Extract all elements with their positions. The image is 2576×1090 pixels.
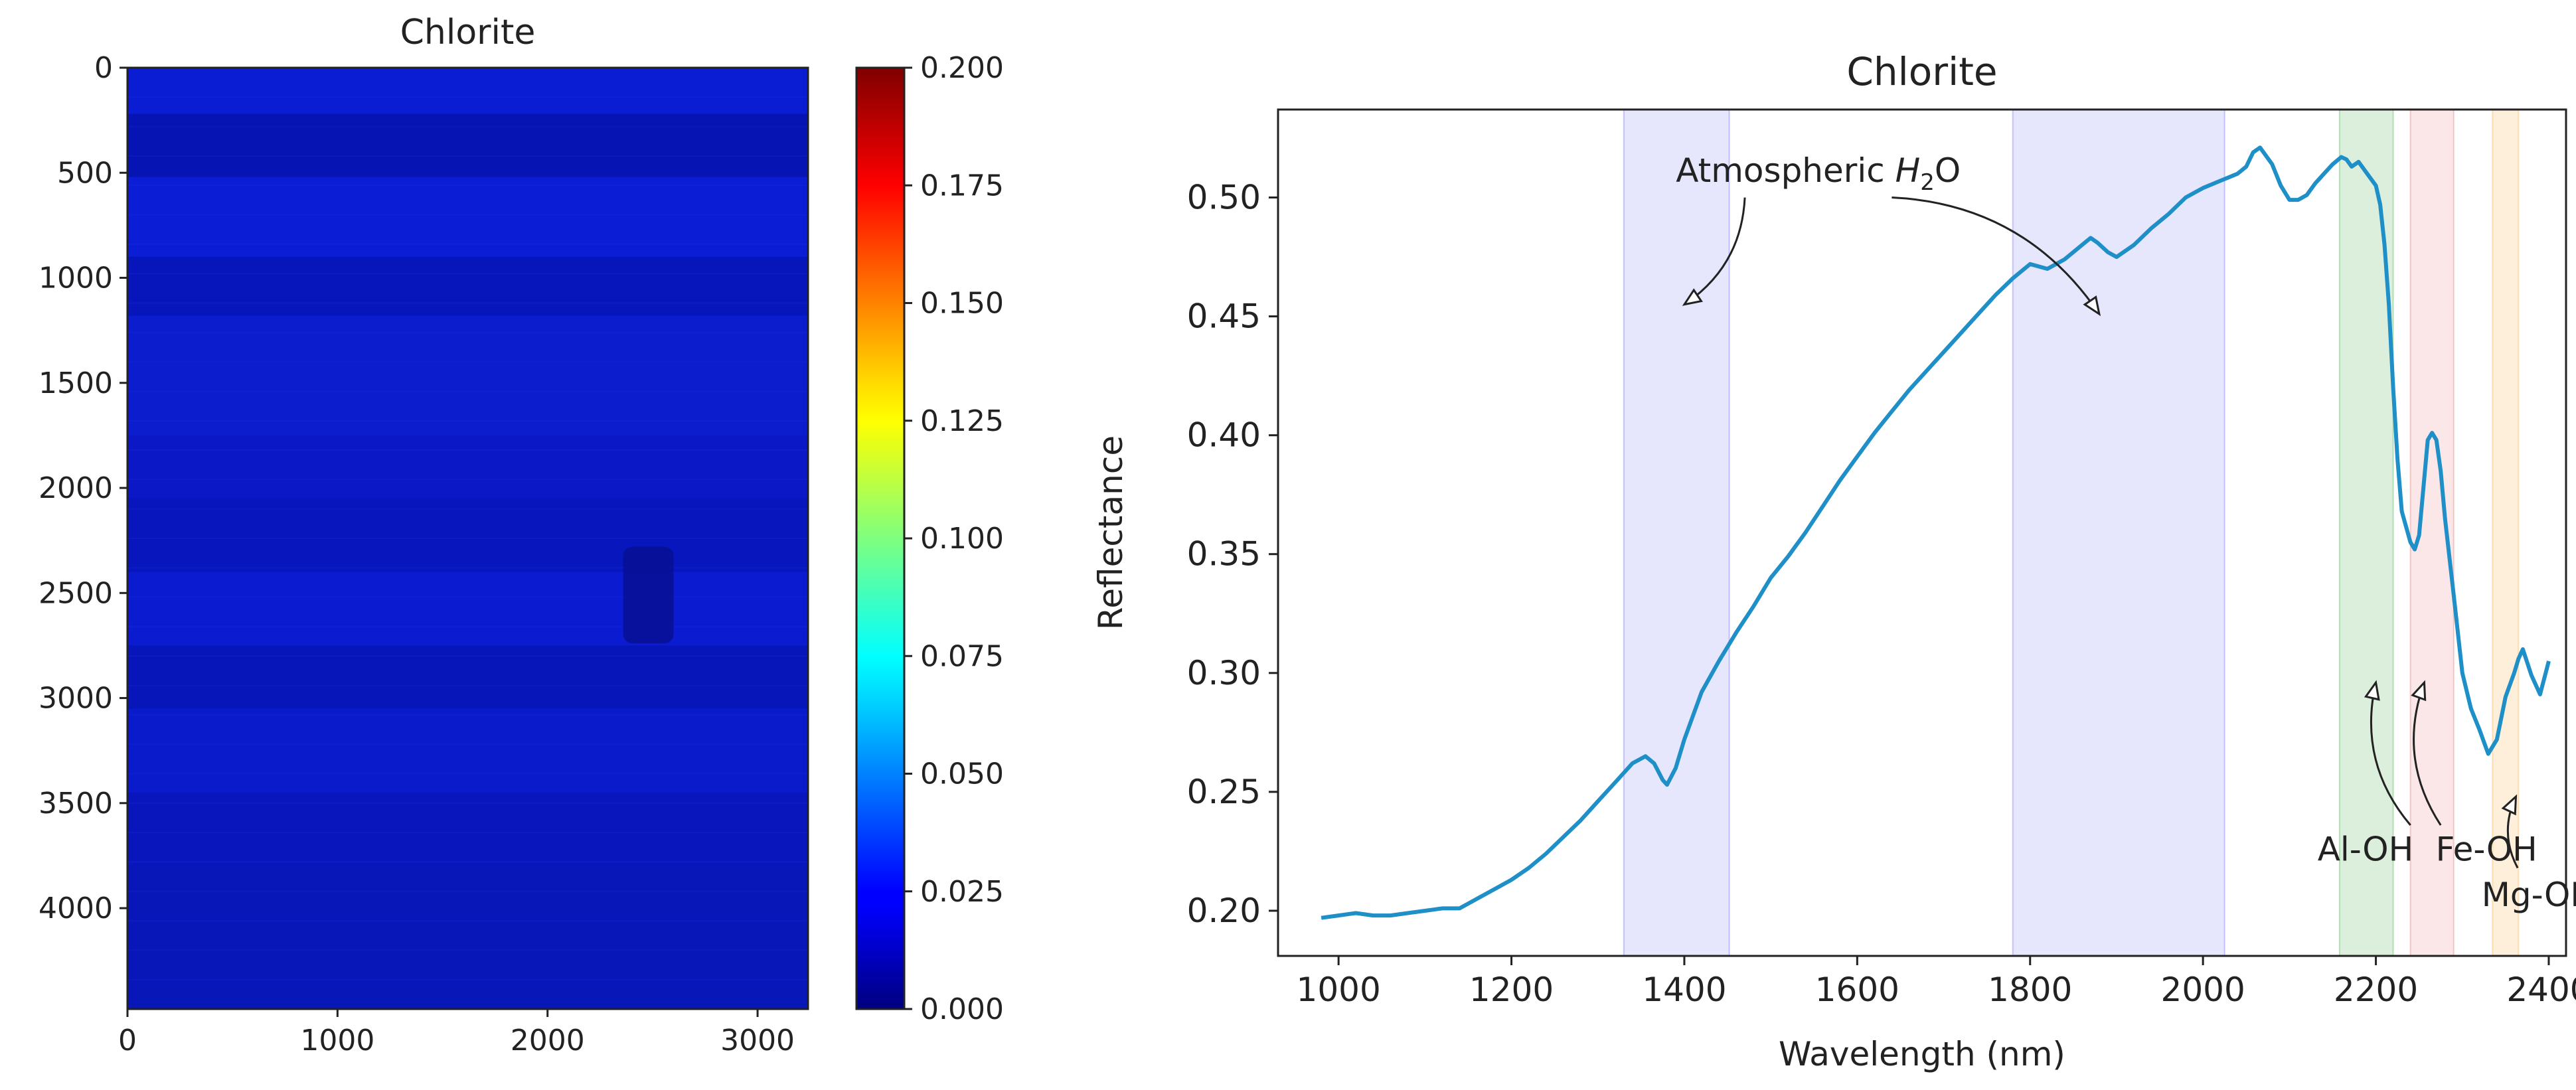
- annotation-al-oh-arrowhead: [2364, 680, 2380, 701]
- annotation-atm-arrowhead: [2083, 295, 2101, 317]
- x-tick-label: 1400: [1642, 971, 1726, 1009]
- y-tick-label: 0.20: [1187, 892, 1261, 930]
- y-tick-label: 0.30: [1187, 654, 1261, 692]
- y-tick-label: 1500: [39, 366, 113, 400]
- heatmap-band: [127, 498, 808, 572]
- spectrum-y-axis: 0.20 0.25 0.30 0.35 0.40 0.45 0.50: [1187, 179, 1278, 930]
- heatmap-x-axis: 0 1000 2000 3000: [118, 1009, 795, 1057]
- heatmap-band: [127, 572, 808, 646]
- x-tick-label: 1200: [1469, 971, 1554, 1009]
- colorbar-tick-label: 0.150: [920, 287, 1004, 321]
- heatmap-band: [127, 256, 808, 316]
- heatmap-chart: Chlorite 0 1000 2000 3000 0 500 1000 1500 2000 2…: [39, 13, 809, 1057]
- y-tick-label: 0.35: [1187, 535, 1261, 574]
- spectrum-chart: Chlorite 1000 1200 1400 1600 1800 2000 2200 240…: [1091, 49, 2576, 1073]
- y-tick-label: 500: [57, 156, 113, 190]
- colorbar-gradient: [856, 68, 904, 1009]
- annotation-atm-label: Atmospheric H2O: [1676, 151, 1961, 196]
- colorbar-tick-label: 0.200: [920, 51, 1004, 85]
- y-axis-label: Reflectance: [1091, 435, 1130, 630]
- heatmap-band: [127, 177, 808, 257]
- reflectance-line: [1321, 145, 2551, 920]
- colorbar-tick-label: 0.075: [920, 639, 1004, 673]
- spectrum-frame: [1277, 108, 2567, 957]
- x-tick-label: 3000: [720, 1024, 795, 1057]
- heatmap-band: [127, 645, 808, 709]
- heatmap-frame: [126, 66, 809, 1010]
- heatmap-band: [127, 435, 808, 499]
- x-tick-label: 2000: [2161, 971, 2245, 1009]
- heatmap-image: [127, 67, 808, 1009]
- annotation-al-oh-arrow: [2370, 682, 2411, 826]
- y-tick-label: 3500: [39, 787, 113, 820]
- y-tick-label: 0.40: [1187, 416, 1261, 455]
- x-axis-label: Wavelength (nm): [1779, 1035, 2065, 1073]
- heatmap-band: [127, 114, 808, 177]
- heatmap-y-axis: 0 500 1000 1500 2000 2500 3000 3500 4000: [39, 51, 127, 925]
- x-tick-label: 2000: [511, 1024, 585, 1057]
- spectrum-title: Chlorite: [1846, 49, 1997, 94]
- annotation-fe-oh-arrow: [2413, 682, 2442, 826]
- y-tick-label: 0.25: [1187, 773, 1261, 811]
- annotation-atm-arrowhead: [1682, 288, 1703, 306]
- x-tick-label: 1800: [1988, 971, 2072, 1009]
- heatmap-band: [127, 68, 808, 114]
- colorbar-tick-label: 0.175: [920, 169, 1004, 202]
- annotation-atm-arrow: [1892, 196, 2101, 315]
- heatmap-band: [127, 315, 808, 435]
- y-tick-label: 0: [94, 51, 113, 85]
- colorbar-tick-label: 0.050: [920, 757, 1004, 791]
- heatmap-band: [127, 708, 808, 793]
- heatmap-band: [127, 866, 808, 1009]
- y-tick-label: 0.50: [1187, 179, 1261, 217]
- annotation-al-oh-label: Al-OH: [2318, 830, 2413, 869]
- annotations: Atmospheric H2O Al-OH Fe-OH Mg-OH: [1676, 151, 2576, 914]
- colorbar-axis: 0.000 0.025 0.050 0.075 0.100 0.125 0.150 0.175…: [904, 51, 1004, 1026]
- colorbar-tick-label: 0.125: [920, 404, 1004, 438]
- colorbar-tick-label: 0.000: [920, 992, 1004, 1026]
- heatmap-title: Chlorite: [400, 13, 536, 52]
- annotation-fe-oh-arrowhead: [2411, 680, 2427, 702]
- x-tick-label: 1000: [300, 1024, 374, 1057]
- y-tick-label: 3000: [39, 682, 113, 716]
- heatmap-band: [127, 792, 808, 866]
- annotation-fe-oh-label: Fe-OH: [2436, 830, 2537, 869]
- annotation-mg-oh-arrowhead: [2501, 794, 2518, 816]
- band-span: [1623, 109, 1730, 957]
- band-span: [2012, 109, 2225, 957]
- colorbar-tick-label: 0.100: [920, 522, 1004, 556]
- x-tick-label: 1000: [1297, 971, 1381, 1009]
- x-tick-label: 2200: [2334, 971, 2418, 1009]
- heatmap-dark-spot: [623, 546, 674, 644]
- annotation-mg-oh-label: Mg-OH: [2482, 876, 2576, 914]
- y-tick-label: 2000: [39, 471, 113, 505]
- y-tick-label: 2500: [39, 576, 113, 610]
- y-tick-label: 1000: [39, 262, 113, 295]
- y-tick-label: 4000: [39, 892, 113, 925]
- colorbar: 0.000 0.025 0.050 0.075 0.100 0.125 0.150 0.175…: [855, 51, 1004, 1026]
- band-span: [2492, 109, 2520, 957]
- x-tick-label: 1600: [1815, 971, 1899, 1009]
- x-tick-label: 0: [118, 1024, 137, 1057]
- y-tick-label: 0.45: [1187, 297, 1261, 336]
- colorbar-tick-label: 0.025: [920, 875, 1004, 909]
